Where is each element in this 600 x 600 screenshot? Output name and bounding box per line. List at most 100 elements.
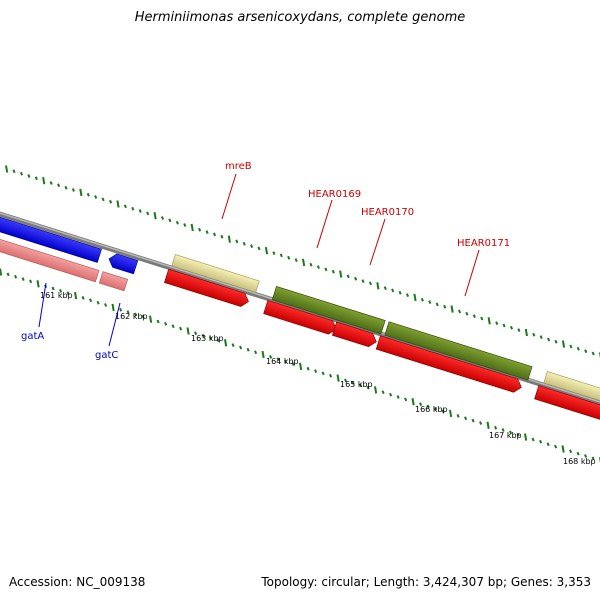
major-tick	[299, 362, 303, 371]
minor-tick	[239, 345, 243, 350]
minor-tick	[539, 439, 543, 444]
minor-tick	[164, 322, 168, 326]
minor-tick	[472, 314, 476, 318]
minor-tick	[576, 451, 580, 456]
gene-label-mreB[interactable]: mreB	[225, 161, 252, 172]
minor-tick	[89, 298, 93, 303]
minor-tick	[96, 300, 100, 305]
HEAR0171-leader	[464, 249, 480, 297]
minor-tick	[314, 369, 318, 373]
minor-tick	[12, 169, 16, 174]
minor-tick	[428, 300, 432, 304]
minor-tick	[29, 279, 33, 284]
gene-label-gatA[interactable]: gatA	[21, 331, 44, 342]
major-tick	[486, 421, 490, 429]
major-tick	[336, 374, 340, 382]
major-tick	[111, 303, 115, 312]
minor-tick	[531, 437, 535, 442]
minor-tick	[331, 269, 335, 274]
major-tick	[190, 223, 194, 232]
minor-tick	[366, 385, 370, 390]
minor-tick	[242, 241, 246, 246]
scale-label-161: 161 kbp	[40, 291, 73, 300]
minor-tick	[269, 355, 273, 359]
HEAR0169-cds[interactable]	[263, 300, 339, 336]
minor-tick	[71, 188, 75, 192]
minor-tick	[146, 211, 150, 216]
gatC-cds[interactable]	[107, 252, 139, 275]
minor-tick	[517, 328, 521, 332]
minor-tick	[287, 255, 291, 260]
minor-tick	[554, 444, 558, 449]
HEAR0169-feature[interactable]	[271, 285, 386, 335]
scale-label-168: 168 kbp	[563, 457, 596, 466]
minor-tick	[309, 262, 313, 267]
minor-tick	[426, 404, 430, 409]
gene-label-HEAR0171[interactable]: HEAR0171	[457, 238, 510, 249]
gatA-feature[interactable]	[0, 232, 100, 283]
major-tick	[5, 165, 9, 173]
minor-tick	[94, 195, 98, 199]
scale-label-162: 162 kbp	[115, 312, 148, 321]
minor-tick	[321, 371, 325, 376]
mreB-cds[interactable]	[164, 268, 250, 308]
scale-label-163: 163 kbp	[191, 334, 224, 343]
major-tick	[79, 188, 83, 197]
minor-tick	[171, 324, 175, 329]
upper-scale-ticks	[5, 165, 600, 359]
minor-tick	[480, 316, 484, 321]
major-tick	[224, 339, 228, 347]
minor-tick	[479, 421, 483, 425]
minor-tick	[279, 253, 283, 258]
minor-tick	[584, 454, 588, 458]
minor-tick	[306, 366, 310, 371]
minor-tick	[456, 414, 460, 418]
gene-label-gatC[interactable]: gatC	[95, 350, 118, 361]
minor-tick	[205, 230, 209, 234]
HEAR0171-feature[interactable]	[384, 321, 533, 381]
gatC-leader	[108, 302, 121, 347]
major-tick	[450, 305, 454, 313]
minor-tick	[368, 281, 372, 286]
gene-labels: gatA gatC mreB HEAR0169 HEAR0170 HEAR017…	[21, 161, 510, 361]
minor-tick	[591, 351, 595, 356]
minor-tick	[235, 239, 239, 244]
minor-tick	[19, 171, 24, 176]
minor-tick	[194, 331, 198, 336]
minor-tick	[168, 218, 172, 223]
minor-tick	[495, 321, 499, 325]
next-gene-cds[interactable]	[534, 385, 600, 428]
gatA-cds[interactable]	[0, 213, 102, 263]
major-tick	[153, 212, 157, 220]
minor-tick	[516, 432, 520, 437]
major-tick	[0, 268, 3, 276]
gatC-feature[interactable]	[98, 271, 129, 292]
minor-tick	[101, 197, 105, 202]
minor-tick	[344, 378, 348, 383]
minor-tick	[183, 223, 187, 227]
gene-label-HEAR0169[interactable]: HEAR0169	[308, 189, 361, 200]
mreB-leader	[221, 173, 237, 220]
minor-tick	[119, 307, 123, 312]
minor-tick	[532, 332, 536, 337]
next-gene-feature[interactable]	[543, 371, 600, 411]
gene-label-HEAR0170[interactable]: HEAR0170	[361, 207, 414, 218]
major-tick	[149, 315, 153, 323]
HEAR0170-cds[interactable]	[331, 321, 378, 349]
minor-tick	[569, 344, 573, 349]
minor-tick	[49, 181, 53, 185]
gene-leader-lines	[38, 173, 480, 347]
lower-scale-ticks	[0, 268, 600, 464]
minor-tick	[246, 347, 250, 352]
mreB-feature[interactable]	[171, 254, 260, 293]
accession-label: Accession: NC_009138	[9, 575, 146, 589]
major-tick	[74, 291, 78, 300]
HEAR0171-cds[interactable]	[375, 335, 523, 394]
minor-tick	[464, 416, 468, 421]
minor-tick	[391, 288, 395, 293]
minor-tick	[509, 325, 514, 330]
minor-tick	[21, 277, 25, 281]
gene-track	[0, 213, 600, 428]
kbp-scale: 161 kbp 162 kbp 163 kbp 164 kbp 165 kbp …	[40, 291, 596, 466]
